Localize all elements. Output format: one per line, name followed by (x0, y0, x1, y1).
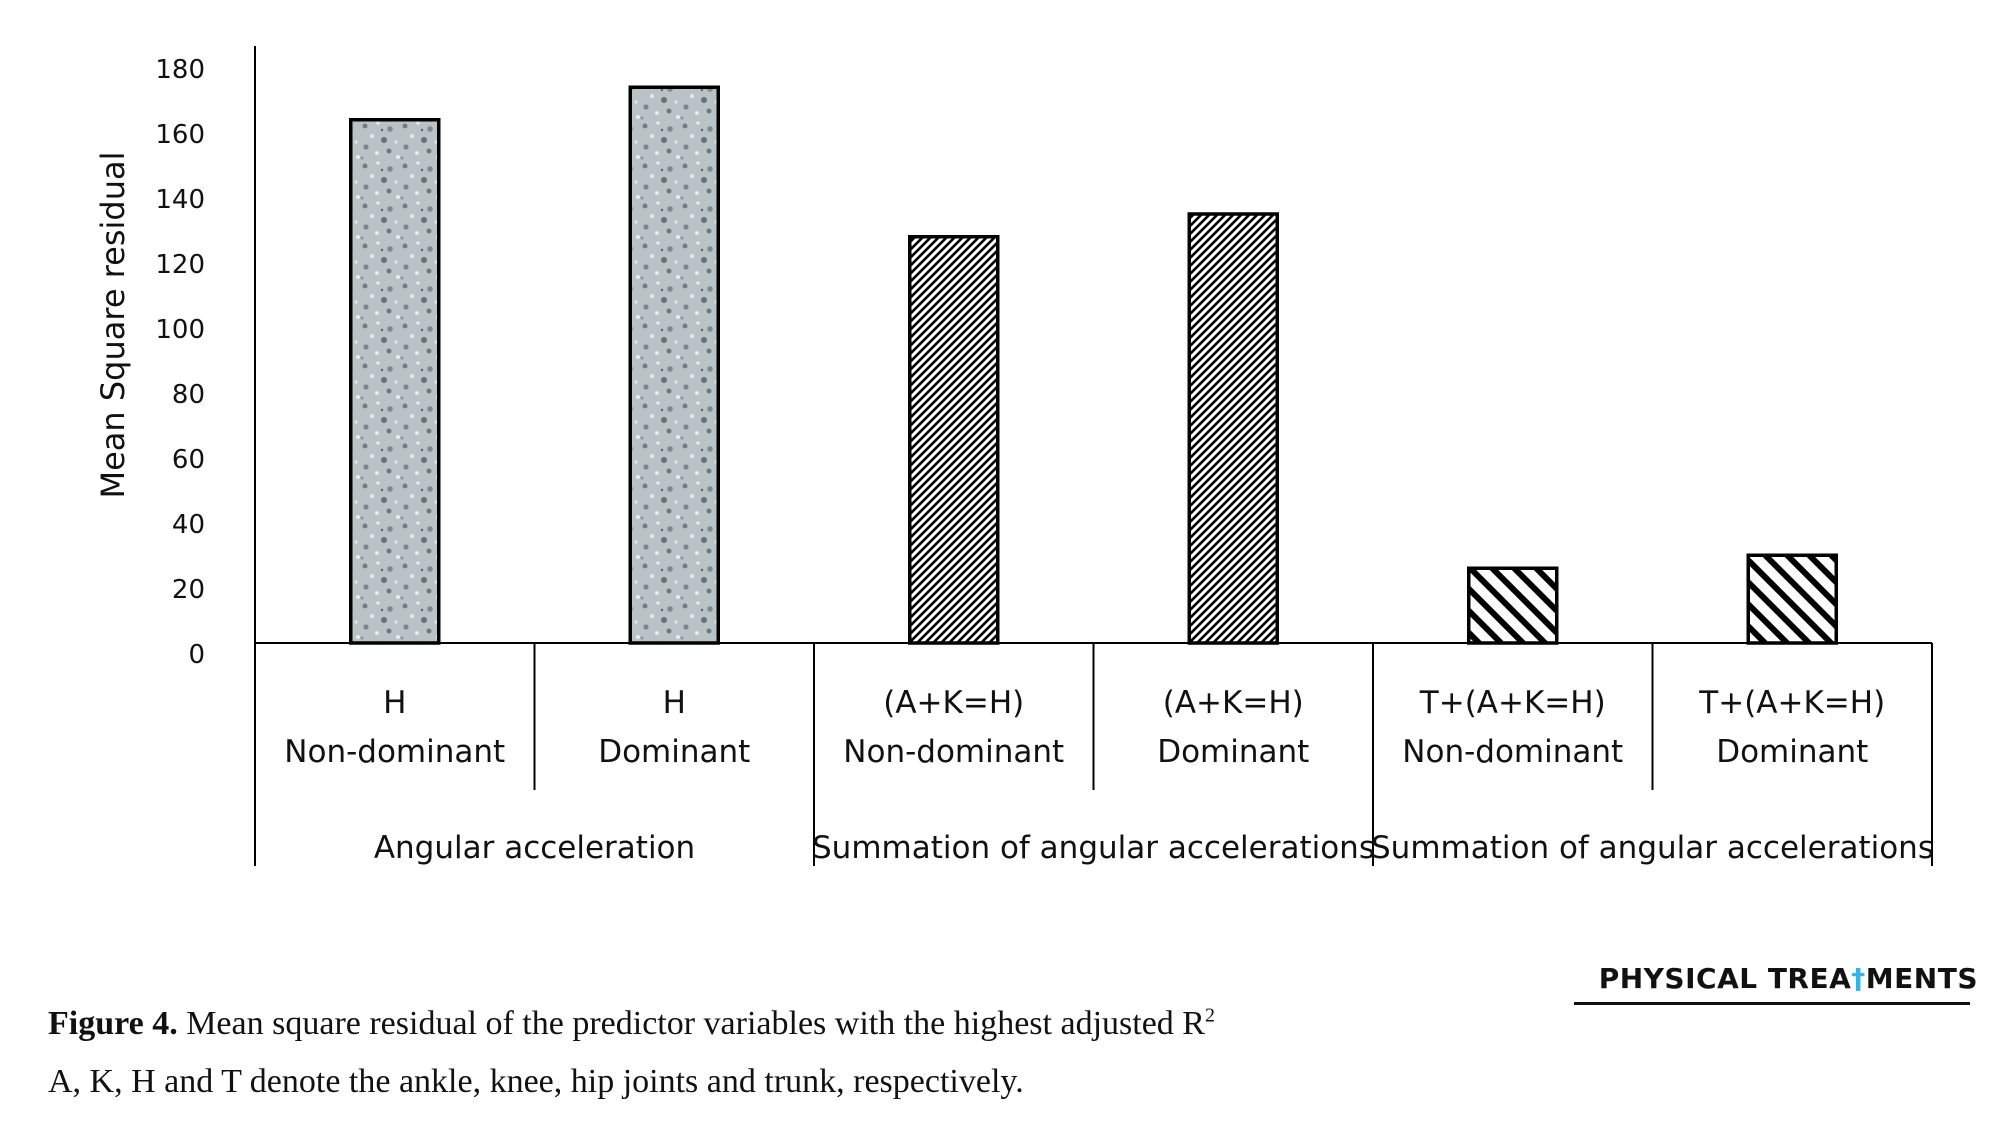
logo-text-left: PHYSICAL TREA (1598, 962, 1852, 995)
category-label-line1: H (663, 685, 686, 721)
bar (349, 118, 441, 645)
logo-text-right: MENTS (1865, 962, 1978, 995)
figure-caption: Figure 4. Mean square residual of the pr… (48, 995, 1748, 1111)
group-label: Summation of angular accelerations (1371, 830, 1934, 866)
bar (628, 85, 720, 645)
bar (1467, 566, 1559, 645)
caption-line-1: Figure 4. Mean square residual of the pr… (48, 995, 1748, 1053)
category-label-line2: Dominant (1157, 734, 1309, 770)
y-tick-label: 100 (155, 315, 205, 345)
bar (1746, 553, 1838, 645)
category-label-line1: H (383, 685, 406, 721)
group-label: Summation of angular accelerations (812, 830, 1375, 866)
bar (1187, 212, 1279, 645)
y-tick-label: 40 (172, 510, 205, 540)
y-axis-label: Mean Square residual (94, 152, 132, 499)
y-tick-label: 0 (188, 640, 205, 670)
group-label: Angular acceleration (374, 830, 695, 866)
caption-superscript: 2 (1204, 1004, 1215, 1027)
category-label-line2: Non-dominant (1402, 734, 1623, 770)
logo-cross-icon: † (1851, 962, 1866, 995)
category-label-line1: (A+K=H) (1163, 685, 1304, 721)
bar (908, 235, 1000, 645)
bar-chart: 0 20 40 60 80 100 120 140 160 180 Mean Square resi… (94, 46, 1934, 866)
y-tick-label: 180 (155, 55, 205, 85)
category-label-line1: T+(A+K=H) (1698, 685, 1885, 721)
journal-logo: PHYSICAL TREA†MENTS (1574, 962, 1978, 1005)
caption-line-2: A, K, H and T denote the ankle, knee, hi… (48, 1063, 1024, 1100)
category-label-line2: Non-dominant (284, 734, 505, 770)
y-tick-label: 120 (155, 250, 205, 280)
y-tick-label: 60 (172, 445, 205, 475)
y-tick-label: 160 (155, 120, 205, 150)
caption-text: Mean square residual of the predictor va… (177, 1005, 1205, 1042)
category-label-line1: T+(A+K=H) (1419, 685, 1606, 721)
y-tick-label: 20 (172, 575, 205, 605)
category-label-line2: Dominant (1716, 734, 1868, 770)
y-tick-label: 140 (155, 185, 205, 215)
logo-underline (1574, 1002, 1970, 1005)
category-label-line2: Dominant (598, 734, 750, 770)
category-label-line1: (A+K=H) (883, 685, 1024, 721)
category-label-line2: Non-dominant (843, 734, 1064, 770)
y-tick-label: 80 (172, 380, 205, 410)
caption-label: Figure 4. (48, 1005, 178, 1042)
